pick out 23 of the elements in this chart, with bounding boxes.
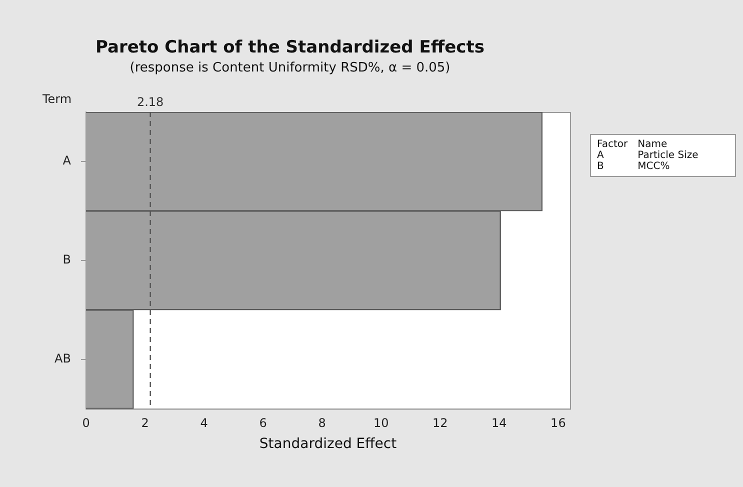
text: MCC% [638, 161, 671, 172]
text: B [597, 161, 605, 172]
y-tick-label: AB [54, 351, 71, 366]
chart-title: Pareto Chart of the Standardized Effects [96, 38, 484, 58]
x-tick-label: 12 [432, 416, 448, 430]
x-axis-title: Standardized Effect [259, 436, 398, 452]
y-tick-label: B [62, 252, 71, 267]
x-tick-label: 14 [492, 416, 507, 430]
ref-line-label: 2.18 [136, 95, 164, 110]
x-tick-label: 4 [200, 416, 208, 430]
x-tick-label: 16 [550, 416, 566, 430]
chart-subtitle: (response is Content Uniformity RSD%, α = 0.05) [130, 60, 450, 76]
x-tick-label: 0 [82, 416, 90, 430]
y-tick-label: A [62, 154, 72, 168]
text: Particle Size [638, 150, 698, 161]
text: A [597, 150, 605, 161]
text: Factor [597, 139, 629, 150]
text: Name [638, 139, 668, 150]
y-axis-title: Term [41, 92, 72, 106]
x-tick-label: 6 [259, 416, 267, 430]
x-tick-label: 8 [318, 416, 326, 430]
x-tick-label: 10 [373, 416, 389, 430]
x-tick-label: 2 [141, 416, 149, 430]
